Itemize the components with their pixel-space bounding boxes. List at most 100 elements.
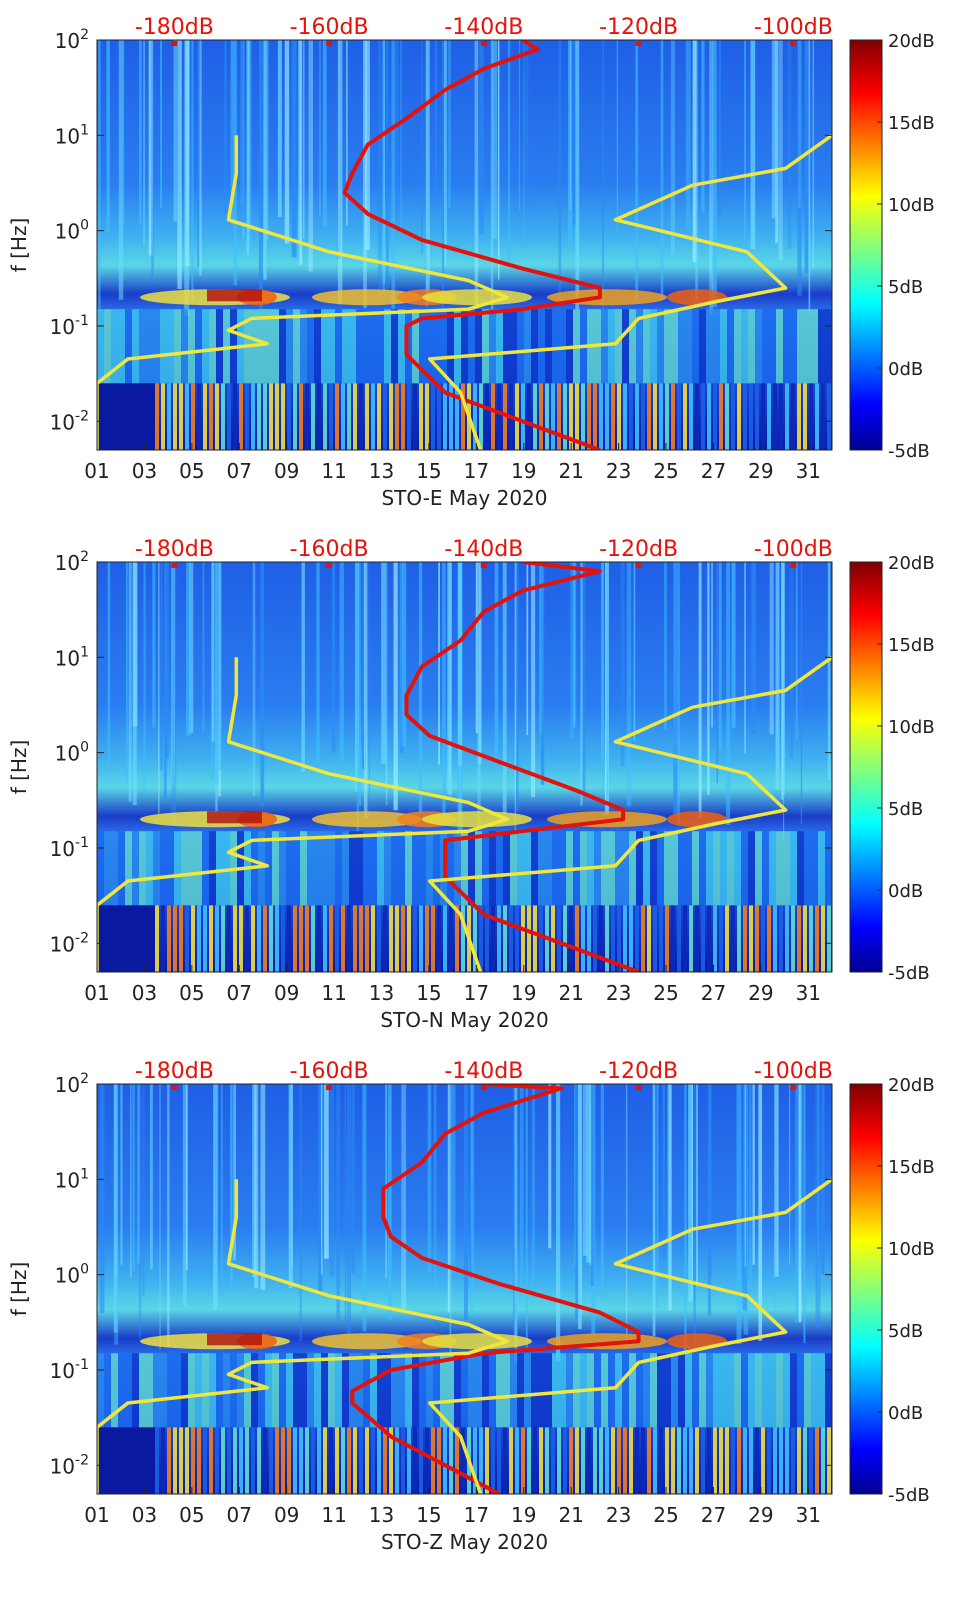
x-tick-label: 31 [796,981,821,1005]
x-axis-label: STO-N May 2020 [380,1008,548,1032]
x-tick-label: 15 [416,981,441,1005]
plot-frame [96,1083,833,1495]
x-tick-label: 21 [558,981,583,1005]
x-tick-label: 11 [321,1503,346,1527]
y-tick-label: 101 [55,644,89,670]
top-db-tick-label: -180dB [135,537,214,562]
x-tick-label: 25 [653,981,678,1005]
x-tick-label: 29 [748,981,773,1005]
colorbar-tick-label: 0dB [888,1403,923,1424]
top-db-tick-label: -100dB [754,537,833,562]
x-tick-label: 05 [179,981,204,1005]
x-tick-label: 09 [274,981,299,1005]
colorbar-tick-label: 20dB [888,1075,935,1096]
x-tick-label: 19 [511,1503,536,1527]
colorbar-tick-label: 0dB [888,881,923,902]
colorbar-tick-label: 15dB [888,1157,935,1178]
spectrogram-image [97,1084,832,1494]
x-axis-label: STO-E May 2020 [381,486,547,510]
x-tick-label: 29 [748,1503,773,1527]
psd-curve [350,1084,641,1494]
x-tick-label: 25 [653,1503,678,1527]
top-db-tick-label: -180dB [135,1059,214,1084]
colorbar [849,561,883,973]
x-tick-label: 03 [132,981,157,1005]
x-tick-label: 13 [369,981,394,1005]
x-tick-label: 01 [84,459,109,483]
x-tick-label: 17 [464,981,489,1005]
y-tick-label: 10-1 [50,835,89,861]
y-tick-label: 102 [55,549,89,575]
x-tick-label: 19 [511,459,536,483]
y-tick-label: 10-2 [50,408,89,434]
x-tick-label: 23 [606,981,631,1005]
psd-curve [342,40,602,450]
colorbar-tick-label: -5dB [888,963,930,984]
spectrogram-image [97,562,832,972]
colorbar-tick-label: 5dB [888,799,923,820]
x-tick-label: 07 [227,981,252,1005]
low-noise-model-curve [97,135,509,450]
y-tick-label: 101 [55,1166,89,1192]
colorbar [849,39,883,451]
x-tick-label: 19 [511,981,536,1005]
high-noise-model-curve [427,1177,832,1494]
y-tick-label: 100 [55,740,89,766]
x-tick-label: 17 [464,459,489,483]
colorbar-tick-label: 10dB [888,1239,935,1260]
x-tick-label: 15 [416,459,441,483]
low-noise-model-curve [97,1179,509,1494]
colorbar [849,1083,883,1495]
top-db-tick-label: -120dB [599,537,678,562]
panel-sto-n: 102 101 100 10-1 10-2 f [Hz] 01 03 05 07 09 11 13 15 1… [7,537,935,1032]
y-tick-label: 100 [55,1262,89,1288]
top-db-tick-label: -160dB [290,1059,369,1084]
x-tick-label: 11 [321,459,346,483]
colorbar-tick-label: -5dB [888,441,930,462]
top-db-tick-label: -140dB [444,15,523,40]
y-tick-label: 102 [55,27,89,53]
x-tick-label: 13 [369,1503,394,1527]
x-tick-label: 11 [321,981,346,1005]
colorbar-tick-label: 15dB [888,113,935,134]
top-db-tick-label: -160dB [290,537,369,562]
y-tick-label: 101 [55,122,89,148]
x-tick-label: 09 [274,1503,299,1527]
x-tick-label: 09 [274,459,299,483]
colorbar-tick-label: 10dB [888,717,935,738]
x-tick-label: 23 [606,1503,631,1527]
y-tick-label: 102 [55,1071,89,1097]
top-db-tick-label: -100dB [754,1059,833,1084]
panel-sto-z: 102 101 100 10-1 10-2 f [Hz] 01 03 05 07 09 11 13 15 1… [7,1059,935,1554]
colorbar-tick-label: 5dB [888,277,923,298]
x-tick-label: 01 [84,1503,109,1527]
plot-frame [96,561,833,973]
x-tick-label: 05 [179,459,204,483]
y-tick-label: 10-2 [50,1452,89,1478]
y-tick-label: 100 [55,218,89,244]
y-axis-label: f [Hz] [7,218,31,273]
x-tick-label: 07 [227,1503,252,1527]
colorbar-tick-label: 0dB [888,359,923,380]
y-axis-label: f [Hz] [7,1262,31,1317]
colorbar-tick-label: 20dB [888,31,935,52]
x-tick-label: 03 [132,459,157,483]
panel-sto-e: 102 101 100 10-1 10-2 f [Hz] 01 03 05 07 09 11 13 15 1… [7,15,935,510]
spectrogram-image [97,40,832,450]
top-db-tick-label: -140dB [444,537,523,562]
top-db-tick-label: -160dB [290,15,369,40]
y-axis-label: f [Hz] [7,740,31,795]
x-tick-label: 27 [701,459,726,483]
low-noise-model-curve [97,657,509,972]
colorbar-tick-label: 20dB [888,553,935,574]
plot-frame [96,39,833,451]
x-axis-label: STO-Z May 2020 [381,1530,548,1554]
x-tick-label: 07 [227,459,252,483]
x-tick-label: 05 [179,1503,204,1527]
colorbar-tick-label: 10dB [888,195,935,216]
x-tick-label: 27 [701,1503,726,1527]
x-tick-label: 25 [653,459,678,483]
x-tick-label: 21 [558,459,583,483]
top-db-tick-label: -100dB [754,15,833,40]
top-db-tick-label: -140dB [444,1059,523,1084]
